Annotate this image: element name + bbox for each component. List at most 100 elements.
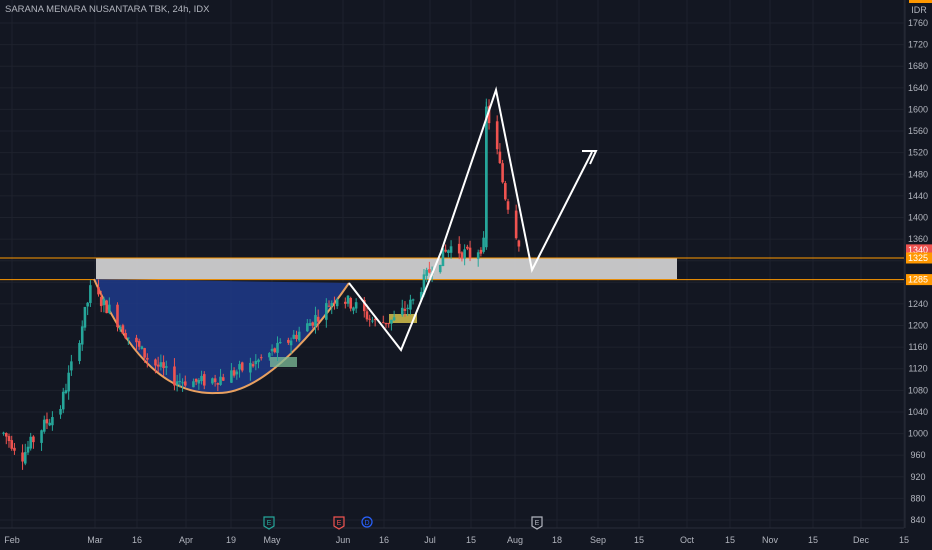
candle-body: [162, 362, 165, 369]
candle-body: [325, 303, 328, 320]
candle-body: [411, 299, 415, 301]
time-tick-label: 15: [634, 535, 644, 545]
candle-body: [7, 436, 11, 441]
candle-body: [392, 317, 396, 321]
resistance-zone: [96, 258, 677, 280]
time-tick-label: 18: [552, 535, 562, 545]
candle-body: [368, 318, 372, 320]
candle-body: [335, 299, 339, 307]
candle-body: [371, 320, 374, 322]
candle-body: [487, 106, 491, 124]
candle-body: [498, 151, 502, 164]
event-marker-e[interactable]: E: [333, 516, 345, 530]
candle-body: [444, 249, 447, 252]
candle-body: [140, 346, 144, 350]
candle-body: [278, 342, 282, 344]
time-tick-label: 15: [808, 535, 818, 545]
candle-body: [254, 360, 258, 365]
candle-body: [327, 305, 331, 307]
candle-body: [21, 452, 24, 462]
candle-body: [181, 382, 184, 384]
price-tick-label: 1760: [908, 18, 928, 28]
candle-body: [468, 247, 472, 259]
candle-body: [449, 246, 453, 253]
candle-body: [178, 380, 182, 382]
projection-zigzag: [348, 86, 593, 352]
last-price-badge: 1340: [908, 245, 928, 255]
candle-body: [135, 337, 138, 343]
price-tick-label: 1480: [908, 169, 928, 179]
price-tick-label: 960: [910, 450, 925, 460]
time-tick-label: Sep: [590, 535, 606, 545]
candle-body: [316, 316, 320, 322]
price-tick-label: 1440: [908, 191, 928, 201]
level-badge-upper: 1325: [908, 253, 928, 263]
candle-body: [346, 295, 350, 304]
candle-body: [428, 269, 431, 273]
price-tick-label: 1000: [908, 429, 928, 439]
time-tick-label: 15: [725, 535, 735, 545]
candle-body: [156, 364, 160, 367]
candle-body: [51, 417, 54, 426]
candle-body: [67, 372, 70, 392]
candle-body: [118, 326, 122, 330]
candle-body: [192, 381, 195, 388]
time-tick-label: Nov: [762, 535, 779, 545]
candle-body: [64, 390, 68, 394]
candle-body: [501, 163, 504, 183]
candle-body: [78, 343, 81, 362]
candle-body: [121, 325, 125, 334]
candle-body: [297, 331, 301, 341]
candle-body: [10, 440, 14, 449]
event-label: E: [535, 520, 540, 527]
candle-body: [400, 307, 404, 315]
candle-body: [4, 433, 8, 437]
candle-body: [165, 366, 168, 368]
time-tick-label: May: [263, 535, 281, 545]
candle-body: [384, 322, 388, 325]
earnings-icon: [263, 516, 275, 530]
price-axis: IDR 1760 1720 1680 1640 1600 1560 1520 1480 1440 1…: [904, 0, 932, 550]
event-marker-e[interactable]: E: [263, 516, 275, 530]
candle-body: [116, 304, 119, 328]
candle-body: [354, 302, 358, 309]
price-tick-label: 1600: [908, 104, 928, 114]
candle-body: [463, 249, 466, 259]
candle-body: [154, 359, 157, 366]
time-tick-label: Aug: [507, 535, 523, 545]
price-tick-label: 1640: [908, 83, 928, 93]
price-tick-label: 880: [910, 493, 925, 503]
candle-body: [59, 409, 62, 415]
candle-body: [251, 364, 255, 367]
candle-body: [175, 381, 179, 385]
candle-body: [173, 366, 176, 386]
candle-body: [105, 300, 108, 314]
candle-body: [422, 274, 426, 295]
event-marker-e[interactable]: E: [531, 516, 543, 530]
candle-body: [80, 326, 84, 345]
candle-body: [517, 240, 521, 247]
candle-body: [219, 376, 222, 385]
price-tick-label: 1360: [908, 234, 928, 244]
currency-label: IDR: [911, 5, 927, 15]
candle-body: [26, 446, 30, 453]
candle-body: [45, 419, 49, 424]
event-marker-d[interactable]: D: [361, 516, 373, 528]
candle-body: [425, 269, 428, 276]
time-tick-label: 16: [379, 535, 389, 545]
price-tick-label: 920: [910, 472, 925, 482]
candle-body: [137, 341, 141, 347]
candle-body: [330, 303, 334, 306]
candle-body: [495, 121, 499, 150]
price-tick-label: 1080: [908, 385, 928, 395]
candle-body: [240, 362, 244, 371]
candle-body: [460, 252, 464, 259]
candle-body: [273, 348, 277, 353]
candle-body: [504, 183, 507, 200]
earnings-icon: [333, 516, 345, 530]
price-tick-label: 1240: [908, 299, 928, 309]
candle-body: [447, 250, 450, 254]
candle-body: [292, 334, 296, 339]
